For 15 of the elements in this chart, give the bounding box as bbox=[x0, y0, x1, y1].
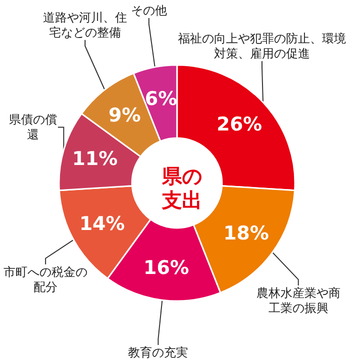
slice-label: その他 bbox=[130, 4, 167, 18]
text: 県の支出 bbox=[161, 164, 202, 212]
slice-label: 農林水産業や商工業の振興 bbox=[256, 286, 340, 316]
data-label: 6% bbox=[144, 88, 178, 110]
data-label: 9% bbox=[108, 104, 141, 126]
slice-label: 福祉の向上や犯罪の防止、環境対策、雇用の促進 bbox=[178, 32, 346, 61]
data-label: 26% bbox=[216, 113, 262, 136]
slice-label: 道路や河川、住宅などの整備 bbox=[43, 10, 128, 40]
slice-label: 県債の償還 bbox=[8, 112, 57, 142]
data-label: 16% bbox=[144, 256, 190, 279]
slice-label: 市町への税金の配分 bbox=[4, 264, 88, 294]
slice-label: 教育の充実 bbox=[128, 346, 188, 360]
data-label: 14% bbox=[79, 213, 125, 236]
data-label: 18% bbox=[223, 222, 269, 244]
data-label: 11% bbox=[72, 148, 118, 170]
